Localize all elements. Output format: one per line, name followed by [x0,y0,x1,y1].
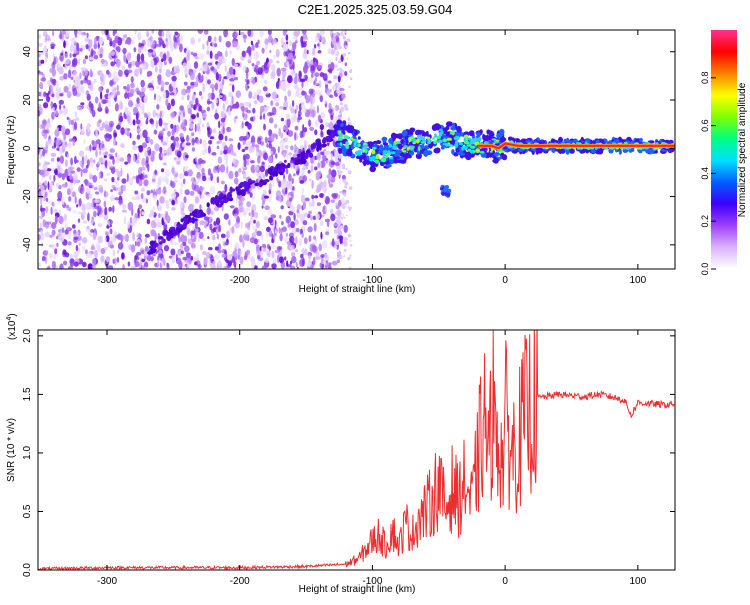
colorbar-ticks: 0.0 0.2 0.4 0.6 0.8 [700,72,716,276]
spectrogram-x-label: Height of straight line (km) [299,284,416,295]
snr-plot-area [38,330,675,570]
colorbar-label: Normalized spectral amplitude [737,82,748,217]
spectrogram-y-ticks: -40 -20 0 20 40 [22,46,675,252]
svg-text:(x104): (x104) [6,313,18,340]
side-blob [439,184,452,198]
x-tick-label: -300 [97,275,117,286]
snr-panel: -300 -200 -100 0 100 0.0 0.5 1.0 1.5 2.0 Height … [6,313,676,595]
colorbar-tick-label: 0.4 [700,167,710,180]
snr-multiplier: (x104) [6,313,18,340]
signal-trace [333,119,675,173]
spectrogram-y-label: Frequency (Hz) [6,116,17,185]
colorbar-gradient [711,30,737,269]
signal-core-line [478,142,675,150]
noise-speckles [38,30,353,269]
x-tick-label: 0 [502,576,508,587]
y-tick-label: 20 [22,94,33,106]
x-tick-label: 0 [502,275,508,286]
x-tick-label: -300 [97,576,117,587]
snr-x-ticks: -300 -200 -100 0 100 [97,330,647,587]
snr-series-line [38,330,675,570]
y-tick-label: 2.0 [22,328,33,342]
snr-multiplier-base: (x10 [7,320,18,340]
snr-multiplier-close: ) [7,313,18,316]
x-tick-label: -100 [362,576,382,587]
x-tick-label: 100 [629,275,646,286]
y-tick-label: 1.5 [22,387,33,401]
x-tick-label: 100 [629,576,646,587]
snr-frame [37,329,676,571]
y-tick-label: 0.0 [22,563,33,577]
chart-title: C2E1.2025.325.03.59.G04 [298,2,453,17]
colorbar-tick-label: 0.8 [700,72,710,85]
y-tick-label: 0 [22,145,33,151]
y-tick-label: 40 [22,46,33,58]
y-tick-label: 1.0 [22,446,33,460]
colorbar-tick-label: 0.0 [700,263,710,276]
x-tick-label: -200 [230,576,250,587]
spectrogram-x-ticks: -300 -200 -100 0 100 [97,30,647,286]
colorbar: 0.0 0.2 0.4 0.6 0.8 Normalized spectral ampl… [700,30,748,275]
colorbar-tick-label: 0.6 [700,119,710,132]
snr-multiplier-exp: 4 [6,317,13,321]
y-tick-label: -40 [22,237,33,252]
x-tick-label: -200 [230,275,250,286]
y-tick-label: -20 [22,189,33,204]
colorbar-tick-label: 0.2 [700,215,710,228]
snr-y-ticks: 0.0 0.5 1.0 1.5 2.0 [22,328,675,577]
spectrogram-frame [37,29,676,270]
snr-x-label: Height of straight line (km) [299,584,416,595]
snr-y-label: SNR (10 * v/v) [6,418,17,482]
x-tick-label: -100 [362,275,382,286]
spectrogram-plot-area [38,30,675,269]
y-tick-label: 0.5 [22,504,33,518]
